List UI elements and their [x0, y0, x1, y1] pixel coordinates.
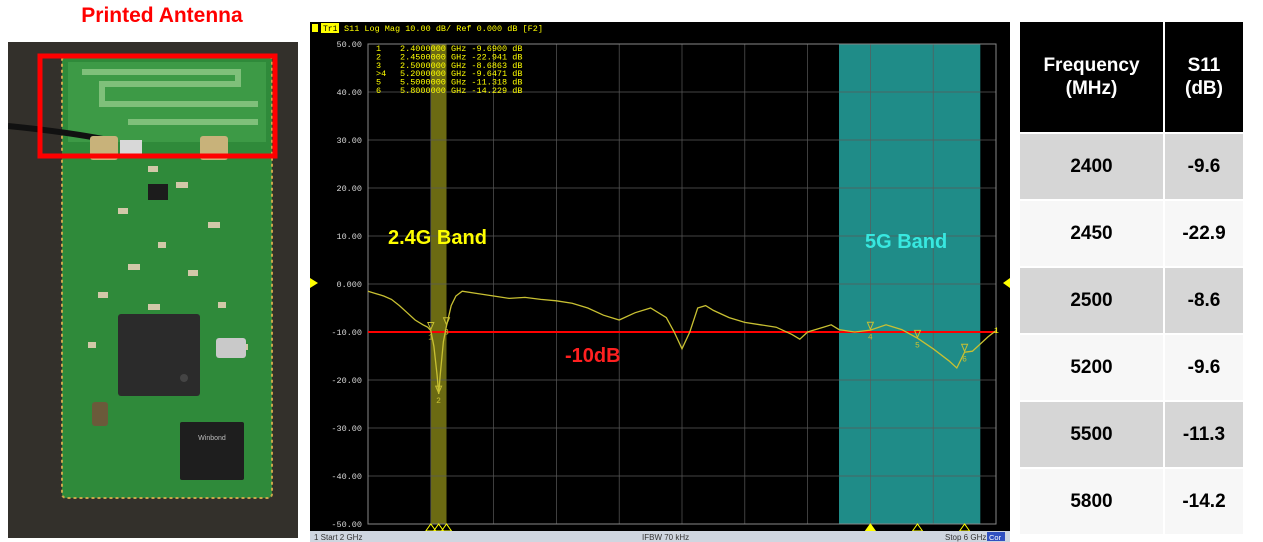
vna-plot: Tr1 S11 Log Mag 10.00 dB/ Ref 0.000 dB [… — [310, 22, 1010, 542]
marker-table-id: 5 — [376, 78, 381, 88]
y-tick-label: -50.00 — [331, 520, 362, 530]
vna-header: S11 Log Mag 10.00 dB/ Ref 0.000 dB [F2] — [344, 24, 543, 34]
header-frequency: Frequency (MHz) — [1020, 22, 1165, 132]
s11-table: Frequency (MHz) S11 (dB) 2400 -9.6 2450 -22.9… — [1020, 22, 1243, 534]
s11-cell: -8.6 — [1165, 266, 1243, 333]
y-tick-label: 30.00 — [336, 136, 362, 146]
trace-marker-label: 5 — [915, 341, 920, 350]
threshold-label: -10dB — [565, 345, 621, 367]
marker-table-id: >4 — [376, 69, 386, 79]
s11-trace — [367, 290, 997, 394]
y-tick-label: -10.00 — [331, 328, 362, 338]
marker-table-value: 2.4000000 GHz -9.6900 dB — [400, 44, 522, 54]
pcb-photo: Winbond — [8, 42, 298, 538]
trace-marker — [866, 321, 875, 331]
marker-table-id: 3 — [376, 61, 381, 71]
y-tick-label: -40.00 — [331, 472, 362, 482]
trace-tag: Tr1 — [323, 25, 338, 34]
marker-table-value: 5.8000000 GHz -14.229 dB — [400, 86, 522, 96]
flash-chip-label: Winbond — [198, 435, 226, 442]
y-tick-labels: 50.00 40.00 30.00 20.00 10.00 0.000 -10.00 -20.… — [331, 40, 362, 530]
trace-marker-label: 4 — [868, 333, 873, 342]
marker-table: 1 2.4000000 GHz -9.6900 dB 2 2.4500000 GHz … — [376, 44, 522, 96]
y-tick-label: 10.00 — [336, 232, 362, 242]
y-tick-label: 50.00 — [336, 40, 362, 50]
active-trace-indicator — [312, 24, 318, 32]
s11-cell: -22.9 — [1165, 199, 1243, 266]
table-row: 2500 -8.6 — [1020, 266, 1243, 333]
marker-table-value: 5.5000000 GHz -11.318 dB — [400, 78, 522, 88]
ref-right-arrow — [1003, 278, 1010, 288]
s11-cell: -11.3 — [1165, 400, 1243, 467]
header-s11: S11 (dB) — [1165, 22, 1243, 132]
y-tick-label: 20.00 — [336, 184, 362, 194]
table-row: 5800 -14.2 — [1020, 467, 1243, 534]
s11-cell: -14.2 — [1165, 467, 1243, 534]
trace-markers: 1 2 3 4 5 6 — [424, 317, 971, 532]
marker-table-value: 5.2000000 GHz -9.6471 dB — [400, 69, 522, 79]
trace-marker — [427, 322, 435, 331]
table-row: 5200 -9.6 — [1020, 333, 1243, 400]
trace-marker — [442, 317, 451, 326]
y-tick-label: 0.000 — [336, 280, 362, 290]
s11-cell: -9.6 — [1165, 333, 1243, 400]
ref-left-arrow — [310, 278, 318, 288]
marker-table-value: 2.4500000 GHz -22.941 dB — [400, 52, 522, 62]
frequency-cell: 2450 — [1020, 199, 1165, 266]
marker-table-value: 2.5000000 GHz -8.6863 dB — [400, 61, 522, 71]
frequency-cell: 5800 — [1020, 467, 1165, 534]
frequency-cell: 2500 — [1020, 266, 1165, 333]
photo-title: Printed Antenna — [81, 4, 243, 27]
frequency-cell: 2400 — [1020, 132, 1165, 199]
band-5-label: 5G Band — [865, 231, 947, 253]
cor-badge: Cor — [989, 533, 1002, 542]
trace-marker — [434, 385, 443, 395]
y-tick-label: -30.00 — [331, 424, 362, 434]
trace-marker — [913, 329, 922, 339]
marker-table-id: 1 — [376, 44, 381, 54]
trace-marker — [960, 343, 969, 353]
table-row: 2450 -22.9 — [1020, 199, 1243, 266]
plot-frame — [367, 43, 997, 525]
frequency-cell: 5500 — [1020, 400, 1165, 467]
frequency-cell: 5200 — [1020, 333, 1165, 400]
trace-marker-label: 2 — [436, 397, 441, 406]
s11-cell: -9.6 — [1165, 132, 1243, 199]
trace-marker-label: 3 — [444, 329, 449, 338]
marker-table-id: 6 — [376, 86, 381, 96]
band-24-label: 2.4G Band — [388, 227, 487, 249]
antenna-highlight-box — [37, 53, 278, 159]
table-row: 5500 -11.3 — [1020, 400, 1243, 467]
y-tick-label: -20.00 — [331, 376, 362, 386]
stop-freq-label: Stop 6 GHz — [945, 533, 986, 542]
trace-marker-label: 1 — [428, 334, 433, 343]
y-tick-label: 40.00 — [336, 88, 362, 98]
marker-table-id: 2 — [376, 52, 381, 62]
ref-marker-number: 1 — [994, 327, 999, 336]
table-row: 2400 -9.6 — [1020, 132, 1243, 199]
trace-marker-label: 6 — [962, 355, 967, 364]
ifbw-label: IFBW 70 kHz — [642, 533, 689, 542]
start-freq-label: 1 Start 2 GHz — [314, 533, 362, 542]
